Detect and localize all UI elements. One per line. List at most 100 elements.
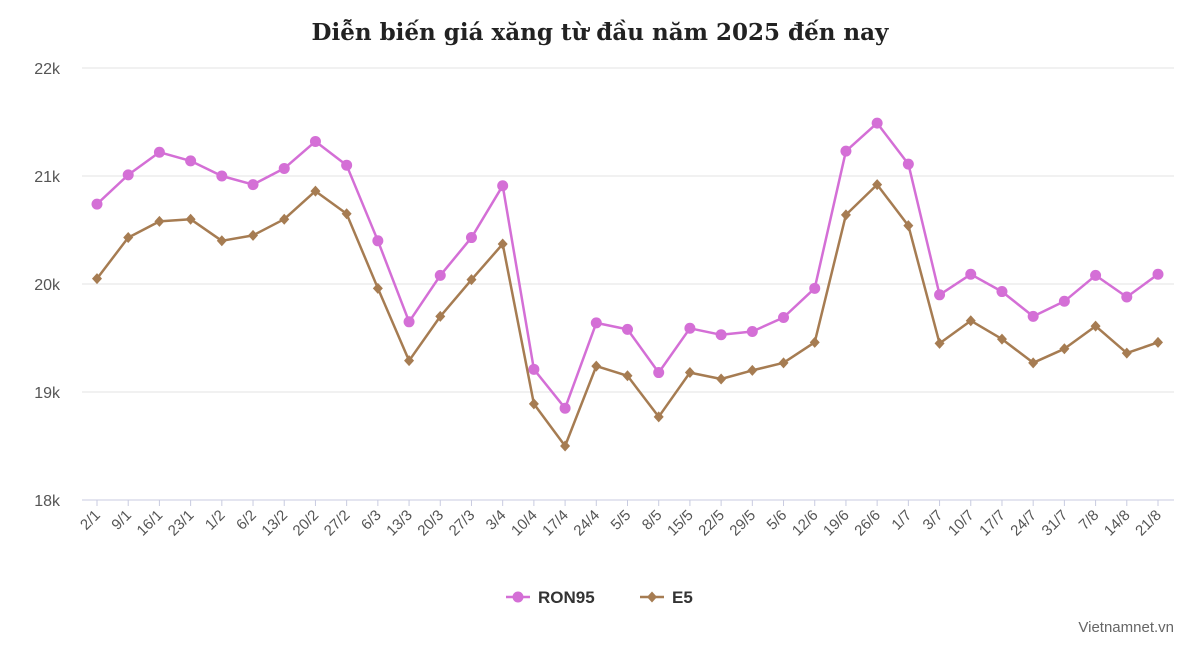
data-point[interactable]	[1121, 347, 1132, 359]
data-point[interactable]	[653, 411, 664, 423]
y-tick-label: 18k	[34, 493, 61, 510]
x-tick-label: 8/5	[639, 507, 666, 534]
x-tick-label: 5/5	[608, 507, 635, 534]
data-point[interactable]	[903, 220, 914, 232]
data-point[interactable]	[248, 229, 259, 241]
data-point[interactable]	[91, 198, 103, 210]
legend-label: RON95	[538, 588, 595, 607]
legend-item-ron95[interactable]: RON95	[506, 588, 595, 607]
data-point[interactable]	[902, 158, 914, 170]
data-point[interactable]	[123, 232, 134, 244]
series-line	[96, 121, 1159, 410]
data-point[interactable]	[1153, 336, 1163, 348]
x-tick-label: 5/6	[764, 507, 791, 534]
x-tick-label: 22/5	[695, 507, 728, 540]
data-point[interactable]	[1090, 320, 1101, 332]
series-ron95	[91, 117, 1164, 414]
x-tick-label: 15/5	[664, 507, 697, 540]
data-point[interactable]	[153, 146, 165, 158]
data-point[interactable]	[1058, 295, 1070, 307]
data-point[interactable]	[809, 336, 820, 348]
data-point[interactable]	[404, 355, 415, 367]
series-line	[96, 183, 1159, 448]
x-tick-label: 20/3	[414, 507, 447, 540]
legend: RON95 E5	[506, 588, 693, 607]
data-point[interactable]	[590, 317, 602, 329]
data-point[interactable]	[341, 208, 352, 220]
data-point[interactable]	[372, 235, 384, 247]
data-point[interactable]	[965, 315, 976, 327]
data-point[interactable]	[528, 398, 539, 410]
data-point[interactable]	[92, 273, 102, 285]
x-tick-label: 1/2	[202, 507, 229, 534]
data-point[interactable]	[716, 373, 727, 385]
x-axis: 2/1 9/116/123/1 1/2 6/213/220/227/2 6/313/32…	[77, 500, 1165, 539]
data-point[interactable]	[840, 145, 852, 157]
data-point[interactable]	[434, 269, 446, 281]
data-point[interactable]	[778, 357, 789, 369]
data-point[interactable]	[715, 329, 727, 341]
data-point[interactable]	[435, 310, 446, 322]
x-tick-label: 7/8	[1076, 507, 1103, 534]
data-point[interactable]	[840, 209, 851, 221]
data-point[interactable]	[1090, 269, 1102, 281]
data-point[interactable]	[497, 180, 509, 192]
data-point[interactable]	[216, 170, 228, 182]
data-point[interactable]	[154, 215, 165, 227]
x-tick-label: 6/3	[358, 507, 385, 534]
y-tick-label: 20k	[34, 277, 61, 294]
data-point[interactable]	[872, 179, 883, 191]
x-tick-label: 17/4	[539, 507, 572, 540]
data-point[interactable]	[622, 323, 633, 335]
data-point[interactable]	[278, 162, 290, 174]
data-point[interactable]	[591, 360, 602, 372]
data-point[interactable]	[746, 326, 758, 338]
data-point[interactable]	[622, 370, 633, 382]
data-point[interactable]	[185, 155, 197, 167]
series-e5	[92, 179, 1163, 452]
data-point[interactable]	[1059, 343, 1070, 355]
x-tick-label: 3/4	[483, 507, 510, 534]
data-point[interactable]	[403, 316, 415, 328]
data-point[interactable]	[122, 169, 134, 181]
data-point[interactable]	[934, 337, 945, 349]
data-point[interactable]	[216, 235, 227, 247]
data-point[interactable]	[372, 282, 383, 294]
data-point[interactable]	[247, 179, 259, 191]
x-tick-label: 26/6	[851, 507, 884, 540]
data-point[interactable]	[1027, 310, 1039, 322]
data-point[interactable]	[465, 232, 477, 244]
data-point[interactable]	[497, 238, 508, 250]
data-point[interactable]	[559, 402, 571, 414]
x-tick-label: 13/3	[383, 507, 416, 540]
data-point[interactable]	[996, 286, 1008, 298]
data-point[interactable]	[684, 322, 696, 334]
data-point[interactable]	[466, 274, 477, 286]
x-tick-label: 6/2	[233, 507, 260, 534]
data-point[interactable]	[934, 289, 946, 301]
data-point[interactable]	[871, 117, 883, 129]
data-point[interactable]	[1152, 268, 1164, 280]
data-point[interactable]	[1028, 357, 1039, 369]
legend-marker	[512, 591, 524, 603]
x-tick-label: 29/5	[726, 507, 759, 540]
data-point[interactable]	[560, 440, 571, 452]
data-point[interactable]	[778, 311, 790, 323]
x-tick-label: 31/7	[1039, 507, 1072, 540]
legend-item-e5[interactable]: E5	[640, 588, 693, 607]
data-point[interactable]	[309, 135, 321, 147]
data-point[interactable]	[185, 213, 196, 225]
data-point[interactable]	[965, 268, 977, 280]
data-point[interactable]	[310, 185, 321, 197]
data-point[interactable]	[341, 159, 353, 171]
data-point[interactable]	[996, 333, 1007, 345]
data-point[interactable]	[1121, 291, 1133, 303]
data-point[interactable]	[279, 213, 290, 225]
data-point[interactable]	[528, 363, 540, 375]
data-point[interactable]	[809, 282, 821, 294]
x-tick-label: 12/6	[789, 507, 822, 540]
data-point[interactable]	[684, 367, 695, 379]
x-tick-label: 19/6	[820, 507, 853, 540]
data-point[interactable]	[653, 367, 665, 379]
data-point[interactable]	[747, 364, 758, 376]
